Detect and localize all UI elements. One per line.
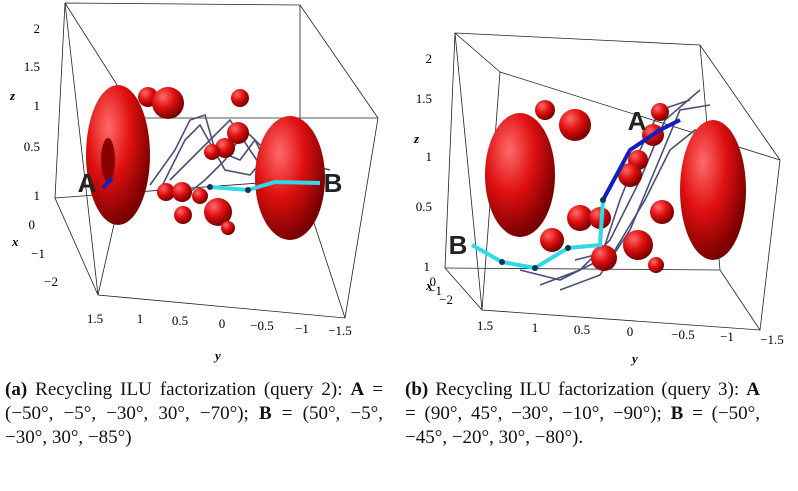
caption: (b) Recycling ILU factorization (query 3…: [405, 378, 760, 450]
caption-a: A: [350, 379, 365, 400]
point-label: B: [324, 168, 343, 198]
x-tick-label: −1: [428, 283, 442, 298]
x-tick-label: 1: [34, 188, 41, 203]
x-axis-label: x: [11, 234, 19, 249]
x-tick-label: 1: [424, 259, 431, 274]
path: [471, 199, 605, 271]
z-tick-label: 2: [426, 51, 433, 66]
caption-b: B: [670, 403, 684, 424]
y-tick-label: 1.5: [87, 311, 103, 326]
y-tick-label: 0.5: [172, 313, 188, 328]
x-tick-label: −2: [439, 292, 453, 307]
z-tick-label: 1: [426, 149, 433, 164]
caption-b-value: = (−50°, −45°, −20°, 30°, −80°).: [405, 403, 761, 448]
torus-hole: [101, 138, 115, 182]
caption-a-value: = (90°, 45°, −30°, −10°, −90°);: [405, 403, 662, 424]
caption-a-value: = (−50°, −5°, −30°, 30°, −70°);: [5, 379, 383, 424]
torus: [255, 116, 325, 240]
point-label: A: [78, 168, 97, 198]
waypoint: [565, 245, 571, 251]
z-axis-label: z: [9, 88, 16, 103]
z-tick-label: 0.5: [24, 139, 40, 154]
y-tick-label: −0.5: [250, 318, 274, 333]
torus: [86, 85, 150, 225]
point-label: A: [628, 106, 647, 136]
path-start: [601, 118, 681, 201]
x-tick-label: −1: [31, 246, 45, 261]
waypoint: [207, 184, 213, 190]
caption-text: Recycling ILU factorization (query 2):: [35, 379, 343, 400]
caption-b-value: = (50°, −5°, −30°, 30°, −85°): [5, 403, 383, 448]
y-tick-label: 0: [219, 316, 226, 331]
y-tick-label: −1: [720, 329, 734, 344]
caption-a: A: [746, 379, 760, 400]
obstacles: [138, 87, 249, 235]
z-axis-label: z: [413, 131, 420, 146]
x-tick-label: −2: [44, 274, 58, 289]
caption-label: (b): [405, 379, 429, 400]
y-tick-label: 1.5: [477, 318, 493, 333]
waypoint: [499, 259, 505, 265]
torus: [680, 120, 746, 260]
y-tick-label: 0: [627, 324, 634, 339]
y-tick-label: −1.5: [328, 323, 352, 338]
point-label: B: [449, 230, 468, 260]
y-tick-label: 0.5: [574, 322, 590, 337]
caption-text: Recycling ILU factorization (query 3):: [435, 379, 740, 400]
caption-b: B: [258, 403, 272, 424]
z-tick-label: 1.5: [416, 91, 432, 106]
x-tick-label: 0: [29, 217, 36, 232]
y-tick-label: 1: [532, 320, 539, 335]
z-tick-label: 0.5: [416, 199, 432, 214]
obstacles: [535, 100, 674, 273]
path: [209, 179, 321, 193]
z-tick-label: 1: [34, 98, 41, 113]
path-start: [101, 176, 114, 190]
y-tick-label: 1: [137, 311, 144, 326]
y-tick-label: −0.5: [671, 327, 695, 342]
caption: (a) Recycling ILU factorization (query 2…: [5, 378, 383, 450]
caption-label: (a): [5, 379, 28, 400]
y-axis-label: y: [630, 351, 638, 366]
z-tick-label: 2: [34, 21, 41, 36]
y-axis-label: y: [213, 348, 221, 363]
z-tick-label: 1.5: [24, 59, 40, 74]
x-axis-label: x: [425, 278, 433, 293]
x-tick-label: 0: [430, 274, 437, 289]
waypoint: [532, 265, 538, 271]
waypoint: [245, 187, 251, 193]
waypoint: [600, 197, 606, 203]
torus: [485, 113, 555, 237]
y-tick-label: −1: [295, 321, 309, 336]
y-tick-label: −1.5: [760, 332, 784, 347]
